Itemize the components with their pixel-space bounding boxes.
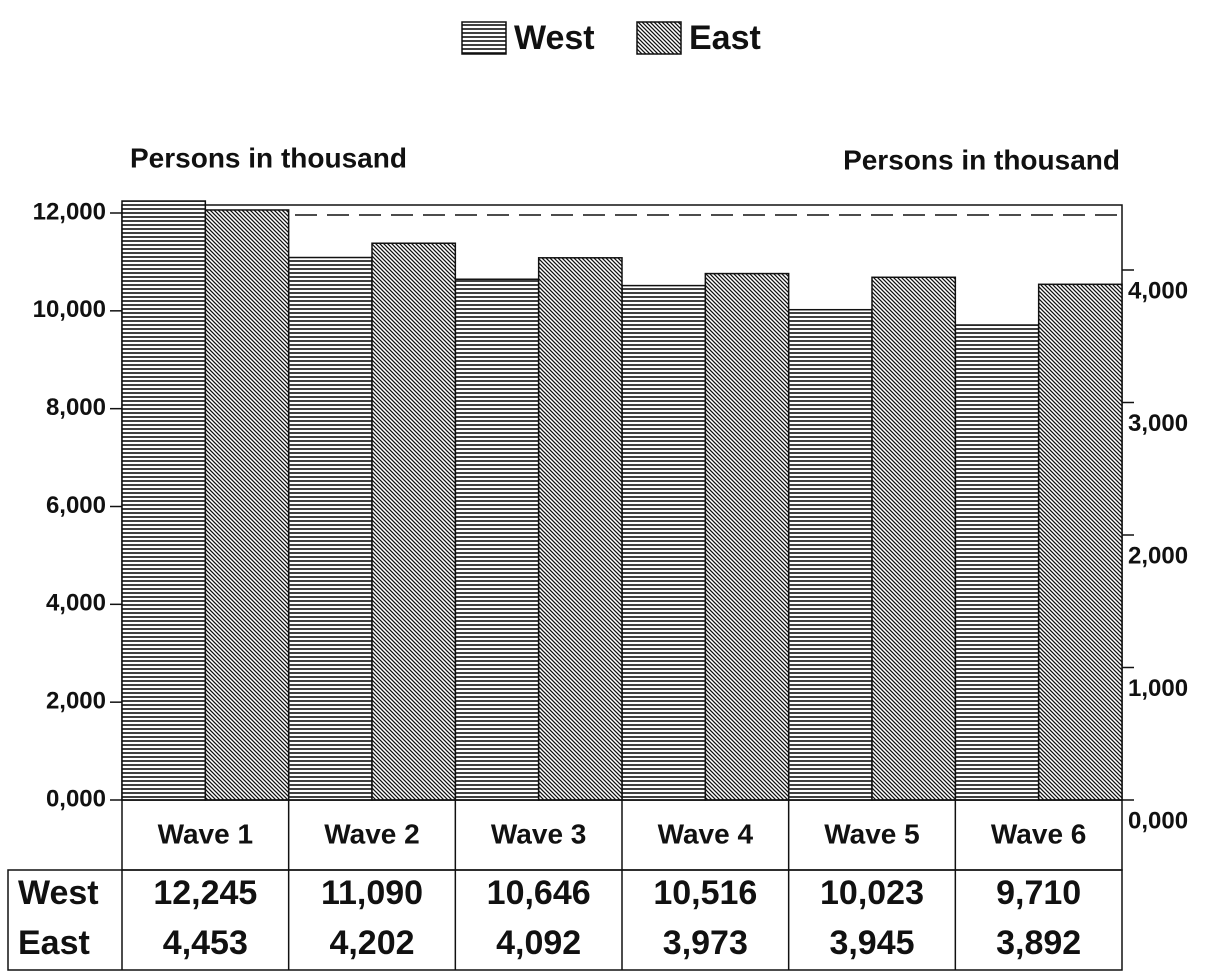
y-tick-label: 0,000 (46, 785, 106, 812)
value-label: 3,973 (663, 924, 748, 962)
value-label: 10,646 (487, 874, 591, 912)
y2-tick-label: 3,000 (1128, 410, 1188, 437)
legend-swatch (636, 21, 682, 55)
y-tick-label: 10,000 (33, 296, 106, 323)
y-tick-label: 12,000 (33, 198, 106, 225)
x-tick-label: Wave 2 (324, 818, 419, 849)
x-tick-label: Wave 1 (158, 818, 253, 849)
y-tick-label: 6,000 (46, 492, 106, 519)
x-tick-label: Wave 3 (491, 818, 586, 849)
x-tick-label: Wave 6 (991, 818, 1086, 849)
bar (204, 209, 290, 801)
bar (871, 276, 957, 801)
value-label: 10,023 (820, 874, 924, 912)
bar (454, 278, 540, 801)
value-label: 10,516 (653, 874, 757, 912)
legend-label: West (514, 19, 595, 57)
bar (537, 257, 623, 801)
value-label: 4,092 (496, 924, 581, 962)
row-label: West (18, 874, 99, 912)
value-label: 12,245 (153, 874, 257, 912)
value-label: 3,945 (829, 924, 914, 962)
bar (704, 272, 790, 801)
value-label: 9,710 (996, 874, 1081, 912)
bar (954, 324, 1040, 801)
y2-axis-title: Persons in thousand (843, 144, 1120, 175)
value-label: 4,453 (163, 924, 248, 962)
y-tick-label: 2,000 (46, 688, 106, 715)
y-axis-title: Persons in thousand (130, 142, 407, 173)
legend-label: East (689, 19, 761, 57)
bar (787, 308, 873, 801)
x-tick-label: Wave 5 (824, 818, 919, 849)
y2-tick-label: 1,000 (1128, 675, 1188, 702)
y2-tick-label: 0,000 (1128, 807, 1188, 834)
value-label: 11,090 (321, 874, 423, 912)
y2-tick-label: 4,000 (1128, 277, 1188, 304)
value-label: 3,892 (996, 924, 1081, 962)
y-tick-label: 8,000 (46, 394, 106, 421)
bar (121, 200, 207, 801)
bar (1037, 283, 1123, 801)
y2-tick-label: 2,000 (1128, 542, 1188, 569)
legend-swatch (461, 21, 507, 55)
bar (287, 256, 373, 801)
bar (371, 242, 457, 801)
table-box (7, 869, 1123, 971)
row-label: East (18, 924, 90, 962)
bar (621, 284, 707, 801)
y-tick-label: 4,000 (46, 590, 106, 617)
x-tick-label: Wave 4 (658, 818, 754, 849)
value-label: 4,202 (329, 924, 414, 962)
